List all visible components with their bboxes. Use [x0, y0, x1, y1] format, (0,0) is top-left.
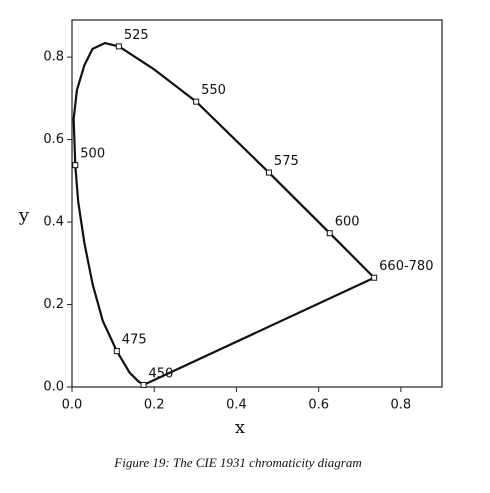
wavelength-label: 450 — [149, 366, 174, 381]
spectral-locus — [72, 41, 375, 387]
point-marker — [140, 381, 147, 388]
x-tick-label: 0.4 — [226, 398, 247, 413]
wavelength-label: 500 — [80, 147, 105, 162]
x-axis-label: x — [235, 417, 245, 438]
x-tick-label: 0.0 — [62, 398, 83, 413]
point-marker — [72, 162, 79, 169]
wavelength-label: 475 — [122, 333, 147, 348]
x-tick-label: 0.8 — [391, 398, 412, 413]
point-marker — [371, 274, 378, 281]
point-marker — [193, 98, 200, 105]
y-tick-label: 0.2 — [43, 297, 64, 312]
wavelength-label: 660-780 — [379, 259, 433, 274]
point-marker — [113, 348, 120, 355]
x-tick-label: 0.6 — [308, 398, 329, 413]
y-tick-label: 0.8 — [43, 50, 64, 65]
y-axis-label: y — [18, 205, 30, 226]
wavelength-label: 575 — [274, 154, 299, 169]
point-marker — [115, 43, 122, 50]
y-tick-label: 0.4 — [43, 215, 64, 230]
plot-frame — [71, 19, 443, 388]
y-tick-label: 0.0 — [43, 380, 64, 395]
wavelength-label: 550 — [201, 83, 226, 98]
caption: Figure 19: The CIE 1931 chromaticity dia… — [113, 455, 361, 470]
wavelength-label: 600 — [335, 215, 360, 230]
y-tick-label: 0.6 — [43, 132, 64, 147]
wavelength-label: 525 — [124, 28, 149, 43]
x-tick-label: 0.2 — [144, 398, 165, 413]
point-marker — [265, 169, 272, 176]
point-marker — [326, 230, 333, 237]
